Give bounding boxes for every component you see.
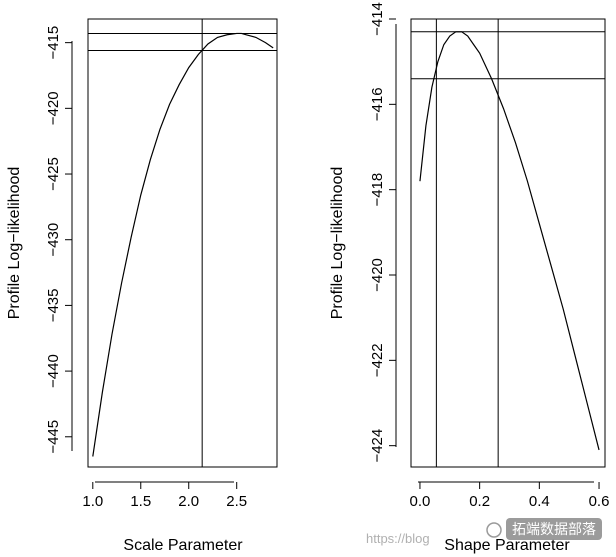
y-tick-label: −445 bbox=[45, 420, 62, 454]
y-tick-label: −440 bbox=[45, 354, 62, 388]
reference-lines bbox=[411, 19, 605, 467]
plot-frame bbox=[87, 18, 278, 468]
x-tick-label: 1.0 bbox=[82, 493, 103, 510]
y-axis-label: Profile Log−likelihood bbox=[6, 167, 23, 320]
x-ticks: 1.0 1.5 2.0 2.5 bbox=[82, 482, 247, 510]
x-tick-label: 0.0 bbox=[410, 493, 431, 510]
x-tick-label: 0.2 bbox=[469, 493, 490, 510]
y-tick-label: −422 bbox=[369, 343, 386, 377]
y-ticks: −445 −440 −435 −430 −425 −420 −415 bbox=[45, 26, 72, 454]
x-tick-label: 2.0 bbox=[178, 493, 199, 510]
watermark-brand-bg bbox=[506, 518, 602, 540]
x-ticks: 0.0 0.2 0.4 0.6 bbox=[410, 482, 610, 510]
likelihood-curve bbox=[92, 32, 274, 457]
y-tick-label: −415 bbox=[45, 26, 62, 60]
y-ticks: −424 −422 −420 −418 −416 −414 bbox=[369, 2, 396, 463]
y-tick-label: −420 bbox=[369, 258, 386, 292]
plot-frame bbox=[410, 18, 606, 468]
x-tick-label: 0.4 bbox=[529, 493, 550, 510]
watermark: https://blog 拓端数据部落 bbox=[366, 518, 602, 546]
y-axis-label: Profile Log−likelihood bbox=[329, 167, 346, 320]
y-tick-label: −418 bbox=[369, 173, 386, 207]
y-tick-label: −424 bbox=[369, 429, 386, 463]
x-tick-label: 0.6 bbox=[589, 493, 610, 510]
y-tick-label: −425 bbox=[45, 157, 62, 191]
likelihood-curve bbox=[419, 31, 600, 451]
scale-parameter-panel: −445 −440 −435 −430 −425 −420 −415 1.0 1.5 2.0 2.… bbox=[6, 18, 278, 554]
y-tick-label: −435 bbox=[45, 289, 62, 323]
y-tick-label: −420 bbox=[45, 91, 62, 125]
watermark-brand: 拓端数据部落 bbox=[512, 521, 596, 537]
x-axis-label: Scale Parameter bbox=[123, 537, 243, 554]
wechat-icon bbox=[486, 522, 502, 538]
x-axis-label: Shape Parameter bbox=[444, 537, 570, 554]
reference-lines bbox=[88, 19, 277, 467]
shape-parameter-panel: −424 −422 −420 −418 −416 −414 0.0 0.2 0.4 0.6 Sh… bbox=[329, 2, 609, 554]
y-tick-label: −430 bbox=[45, 223, 62, 257]
x-tick-label: 2.5 bbox=[226, 493, 247, 510]
y-tick-label: −416 bbox=[369, 87, 386, 121]
x-tick-label: 1.5 bbox=[130, 493, 151, 510]
watermark-url: https://blog bbox=[366, 531, 430, 546]
y-tick-label: −414 bbox=[369, 2, 386, 36]
